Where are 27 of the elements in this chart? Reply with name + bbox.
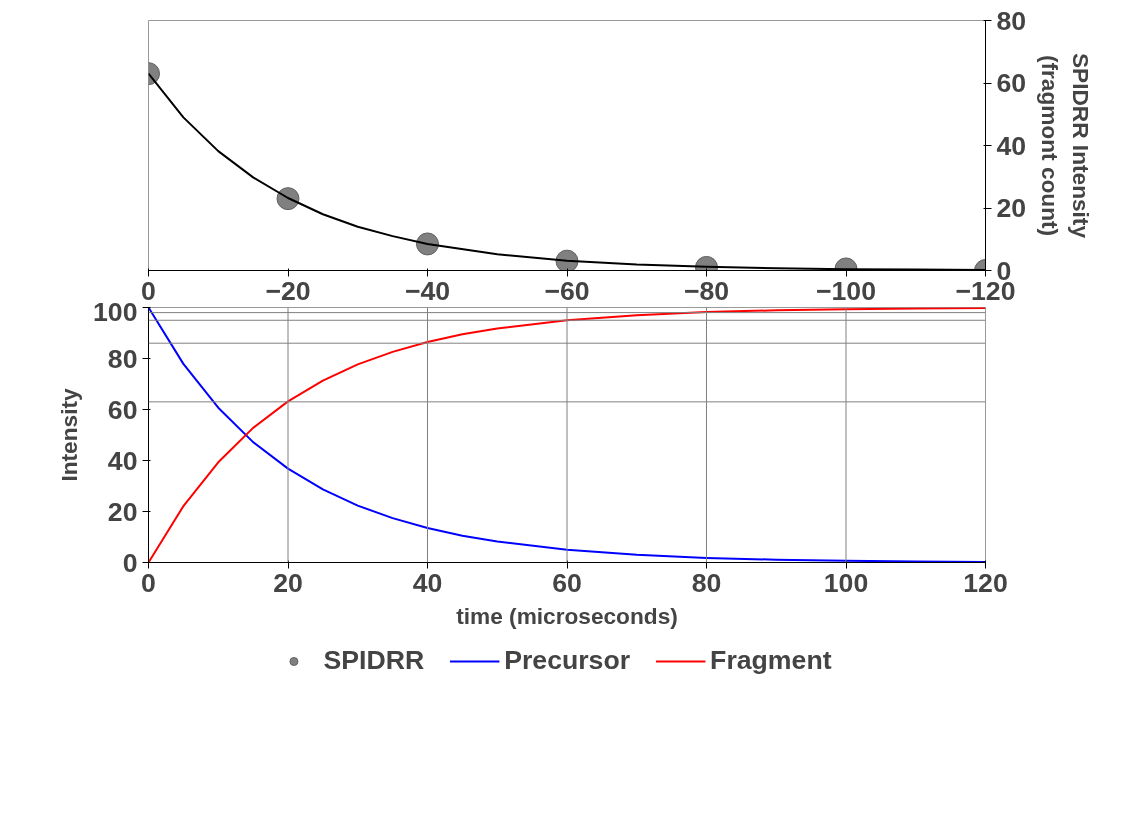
- y-axis-title: SPIDRR Intensity (fragmont count): [1037, 52, 1095, 239]
- x-tick-label: 120: [963, 567, 1008, 598]
- y-tick-label: 40: [107, 445, 138, 476]
- y-axis-title: Intensity: [56, 388, 83, 482]
- y-tick-label: 60: [107, 394, 138, 425]
- x-tick-label: −40: [404, 275, 451, 306]
- x-tick-label: 40: [412, 567, 443, 598]
- x-tick-label: −100: [815, 275, 877, 306]
- x-tick-label: 60: [552, 567, 582, 598]
- x-tick-label: −60: [544, 275, 590, 306]
- legend-label: Precursor: [504, 645, 631, 676]
- x-axis-title: time (microseconds): [456, 602, 678, 629]
- x-tick-label: −80: [683, 275, 730, 306]
- y-tick-label: 40: [996, 130, 1027, 161]
- legend-label: SPIDRR: [323, 645, 425, 676]
- x-tick-label: −20: [265, 275, 311, 306]
- y-tick-label: 80: [107, 343, 138, 374]
- y-tick-label: 0: [122, 547, 138, 578]
- x-tick-label: 80: [691, 567, 722, 598]
- y-tick-label: 100: [93, 296, 138, 327]
- y-tick-label: 20: [996, 193, 1027, 223]
- y-tick-label: 60: [996, 68, 1027, 98]
- x-tick-label: 100: [823, 567, 869, 598]
- legend-label: Fragment: [710, 645, 832, 676]
- y-tick-label: 20: [107, 496, 138, 527]
- x-tick-label: 20: [273, 567, 303, 598]
- y-tick-label: 80: [996, 5, 1027, 36]
